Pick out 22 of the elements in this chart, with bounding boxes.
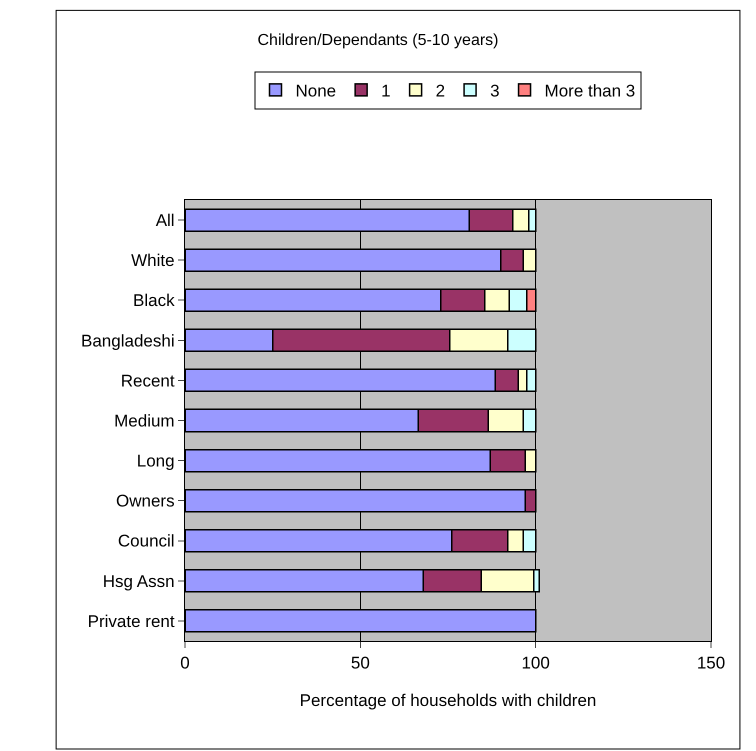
- chart-title: Children/Dependants (5-10 years): [257, 32, 499, 49]
- y-tick-label: Black: [133, 291, 176, 310]
- legend-label: 2: [436, 82, 446, 101]
- y-tick-label: White: [131, 251, 175, 270]
- x-tick-label: 150: [696, 653, 726, 672]
- y-tick-label: Council: [118, 532, 175, 551]
- x-tick-label: 0: [180, 653, 190, 672]
- legend-label: 1: [381, 82, 391, 101]
- y-tick-label: Recent: [120, 371, 175, 390]
- y-tick-label: All: [156, 211, 175, 230]
- y-tick-label: Owners: [116, 492, 175, 511]
- legend-label: More than 3: [544, 82, 636, 101]
- y-tick-label: Hsg Assn: [102, 572, 175, 591]
- y-tick-label: Private rent: [88, 612, 175, 631]
- legend-label: None: [296, 82, 336, 101]
- x-tick-label: 100: [521, 653, 550, 672]
- x-axis-title: Percentage of households with children: [300, 690, 596, 710]
- x-tick-label: 50: [350, 653, 370, 672]
- legend-label: 3: [490, 82, 500, 101]
- y-tick-label: Medium: [114, 411, 175, 430]
- y-tick-label: Bangladeshi: [81, 331, 175, 350]
- y-tick-label: Long: [136, 452, 175, 471]
